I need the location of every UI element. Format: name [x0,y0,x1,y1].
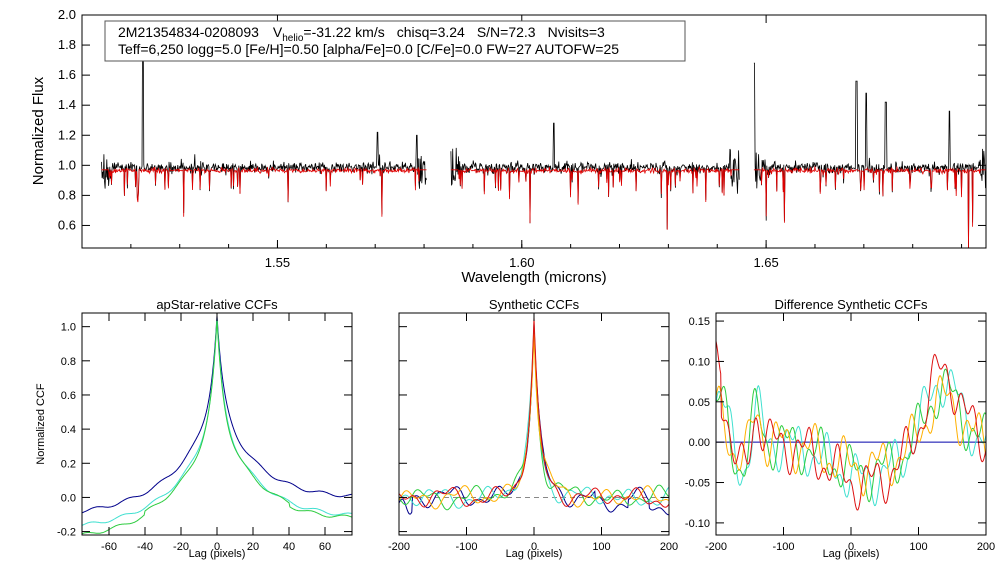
difference-ccf-ytick-label: 0.15 [689,316,710,328]
apstar-ccf-xtick-label: 40 [283,541,295,553]
apstar-ccf-xtick-label: -40 [137,541,153,553]
spectrum-xtick-label: 1.55 [265,255,290,270]
apstar-ccf-panel: -60 -40 -20 0 20 40 60 -0.2 0.0 0.2 0.4 0.6 0.8 1.0 a… [35,297,353,560]
stellar-params: Teff=6,250 logg=5.0 [Fe/H]=0.50 [alpha/F… [118,41,619,57]
spectrum-panel: 1.55 1.60 1.65 0.6 0.8 1.0 1.2 1.4 1.6 1.8 2.0 Wav… [30,7,987,286]
apstar-ccf-xtick-label: 60 [319,541,331,553]
synthetic-ccf-panel: -200 -100 0 100 200 Synthetic CCFs Lag (pixe… [388,297,678,560]
difference-ccf-xtick-label: -200 [705,541,727,553]
spectrum-ylabel: Normalized Flux [30,76,47,185]
difference-ccf-series-4 [716,340,986,511]
apstar-ccf-xlabel: Lag (pixels) [189,548,246,560]
chisq-value: chisq=3.24 [397,24,465,40]
difference-ccf-ytick-label: -0.05 [685,478,710,490]
apstar-ccf-ytick-label: 0.8 [61,356,76,368]
synthetic-ccf-title: Synthetic CCFs [489,297,580,312]
spectrum-ytick-label: 1.0 [58,157,76,172]
synthetic-ccf-xtick-label: -200 [388,541,410,553]
star-id: 2M21354834-0208093 [118,24,259,40]
synthetic-ccf-xtick-label: -100 [455,541,477,553]
spectrum-ytick-label: 0.8 [58,187,76,202]
synthetic-ccf-xtick-label: 200 [660,541,678,553]
difference-ccf-xtick-label: 0 [848,541,854,553]
apstar-ccf-ytick-label: 0.4 [61,424,76,436]
spectrum-ytick-label: 1.6 [58,67,76,82]
difference-ccf-panel: -200 -100 0 100 200 -0.10 -0.05 0.00 0.05 0.10 0.1… [685,297,995,560]
apstar-ccf-xtick-label: -20 [173,541,189,553]
difference-ccf-series-1 [716,369,986,507]
vhelio-subscript: helio [282,33,304,44]
vhelio-label: V [273,24,283,40]
spectrum-ytick-label: 2.0 [58,7,76,22]
difference-ccf-ytick-label: -0.10 [685,518,710,530]
vhelio-value: =-31.22 km/s [303,24,384,40]
info-line-1: 2M21354834-0208093 Vhelio=-31.22 km/s chis… [118,24,605,44]
apstar-ccf-title: apStar-relative CCFs [156,297,278,312]
synthetic-ccf-xtick-label: 100 [592,541,610,553]
apstar-ccf-ylabel: Normalized CCF [35,383,47,465]
synthetic-ccf-xtick-label: 0 [531,541,537,553]
info-box: 2M21354834-0208093 Vhelio=-31.22 km/s chis… [104,20,686,62]
difference-ccf-ytick-label: 0.10 [689,356,710,368]
apstar-ccf-xtick-label: -60 [101,541,117,553]
spectrum-model-segment [450,165,740,230]
difference-ccf-xtick-label: 200 [977,541,995,553]
difference-ccf-title: Difference Synthetic CCFs [775,297,928,312]
spectrum-xtick-label: 1.60 [509,255,534,270]
spectrum-ytick-label: 1.2 [58,127,76,142]
apstar-ccf-xtick-label: 0 [214,541,220,553]
spectrum-xtick-label: 1.65 [753,255,778,270]
apstar-ccf-ytick-label: -0.2 [57,527,76,539]
synthetic-ccf-xlabel: Lag (pixels) [506,548,563,560]
apstar-ccf-ytick-label: 0.2 [61,458,76,470]
difference-ccf-xtick-label: -100 [772,541,794,553]
difference-ccf-xtick-label: 100 [909,541,927,553]
apstar-ccf-ytick-label: 0.6 [61,390,76,402]
difference-ccf-ytick-label: 0.05 [689,397,710,409]
spectrum-ytick-label: 1.4 [58,97,76,112]
spectrum-model-segment [101,166,427,217]
spectrum-model-segment [753,166,986,248]
difference-ccf-xlabel: Lag (pixels) [823,548,880,560]
spectrum-ytick-label: 1.8 [58,37,76,52]
apstar-ccf-ytick-label: 0.0 [61,492,76,504]
spectrum-frame [81,14,987,249]
nvisits-value: Nvisits=3 [548,24,605,40]
sn-value: S/N=72.3 [477,24,536,40]
difference-ccf-series-3 [716,375,986,497]
spectrum-xlabel: Wavelength (microns) [461,269,606,286]
spectrum-ytick-label: 0.6 [58,217,76,232]
apstar-ccf-ytick-label: 1.0 [61,322,76,334]
difference-ccf-ytick-label: 0.00 [689,437,710,449]
apstar-ccf-xtick-label: 20 [247,541,259,553]
